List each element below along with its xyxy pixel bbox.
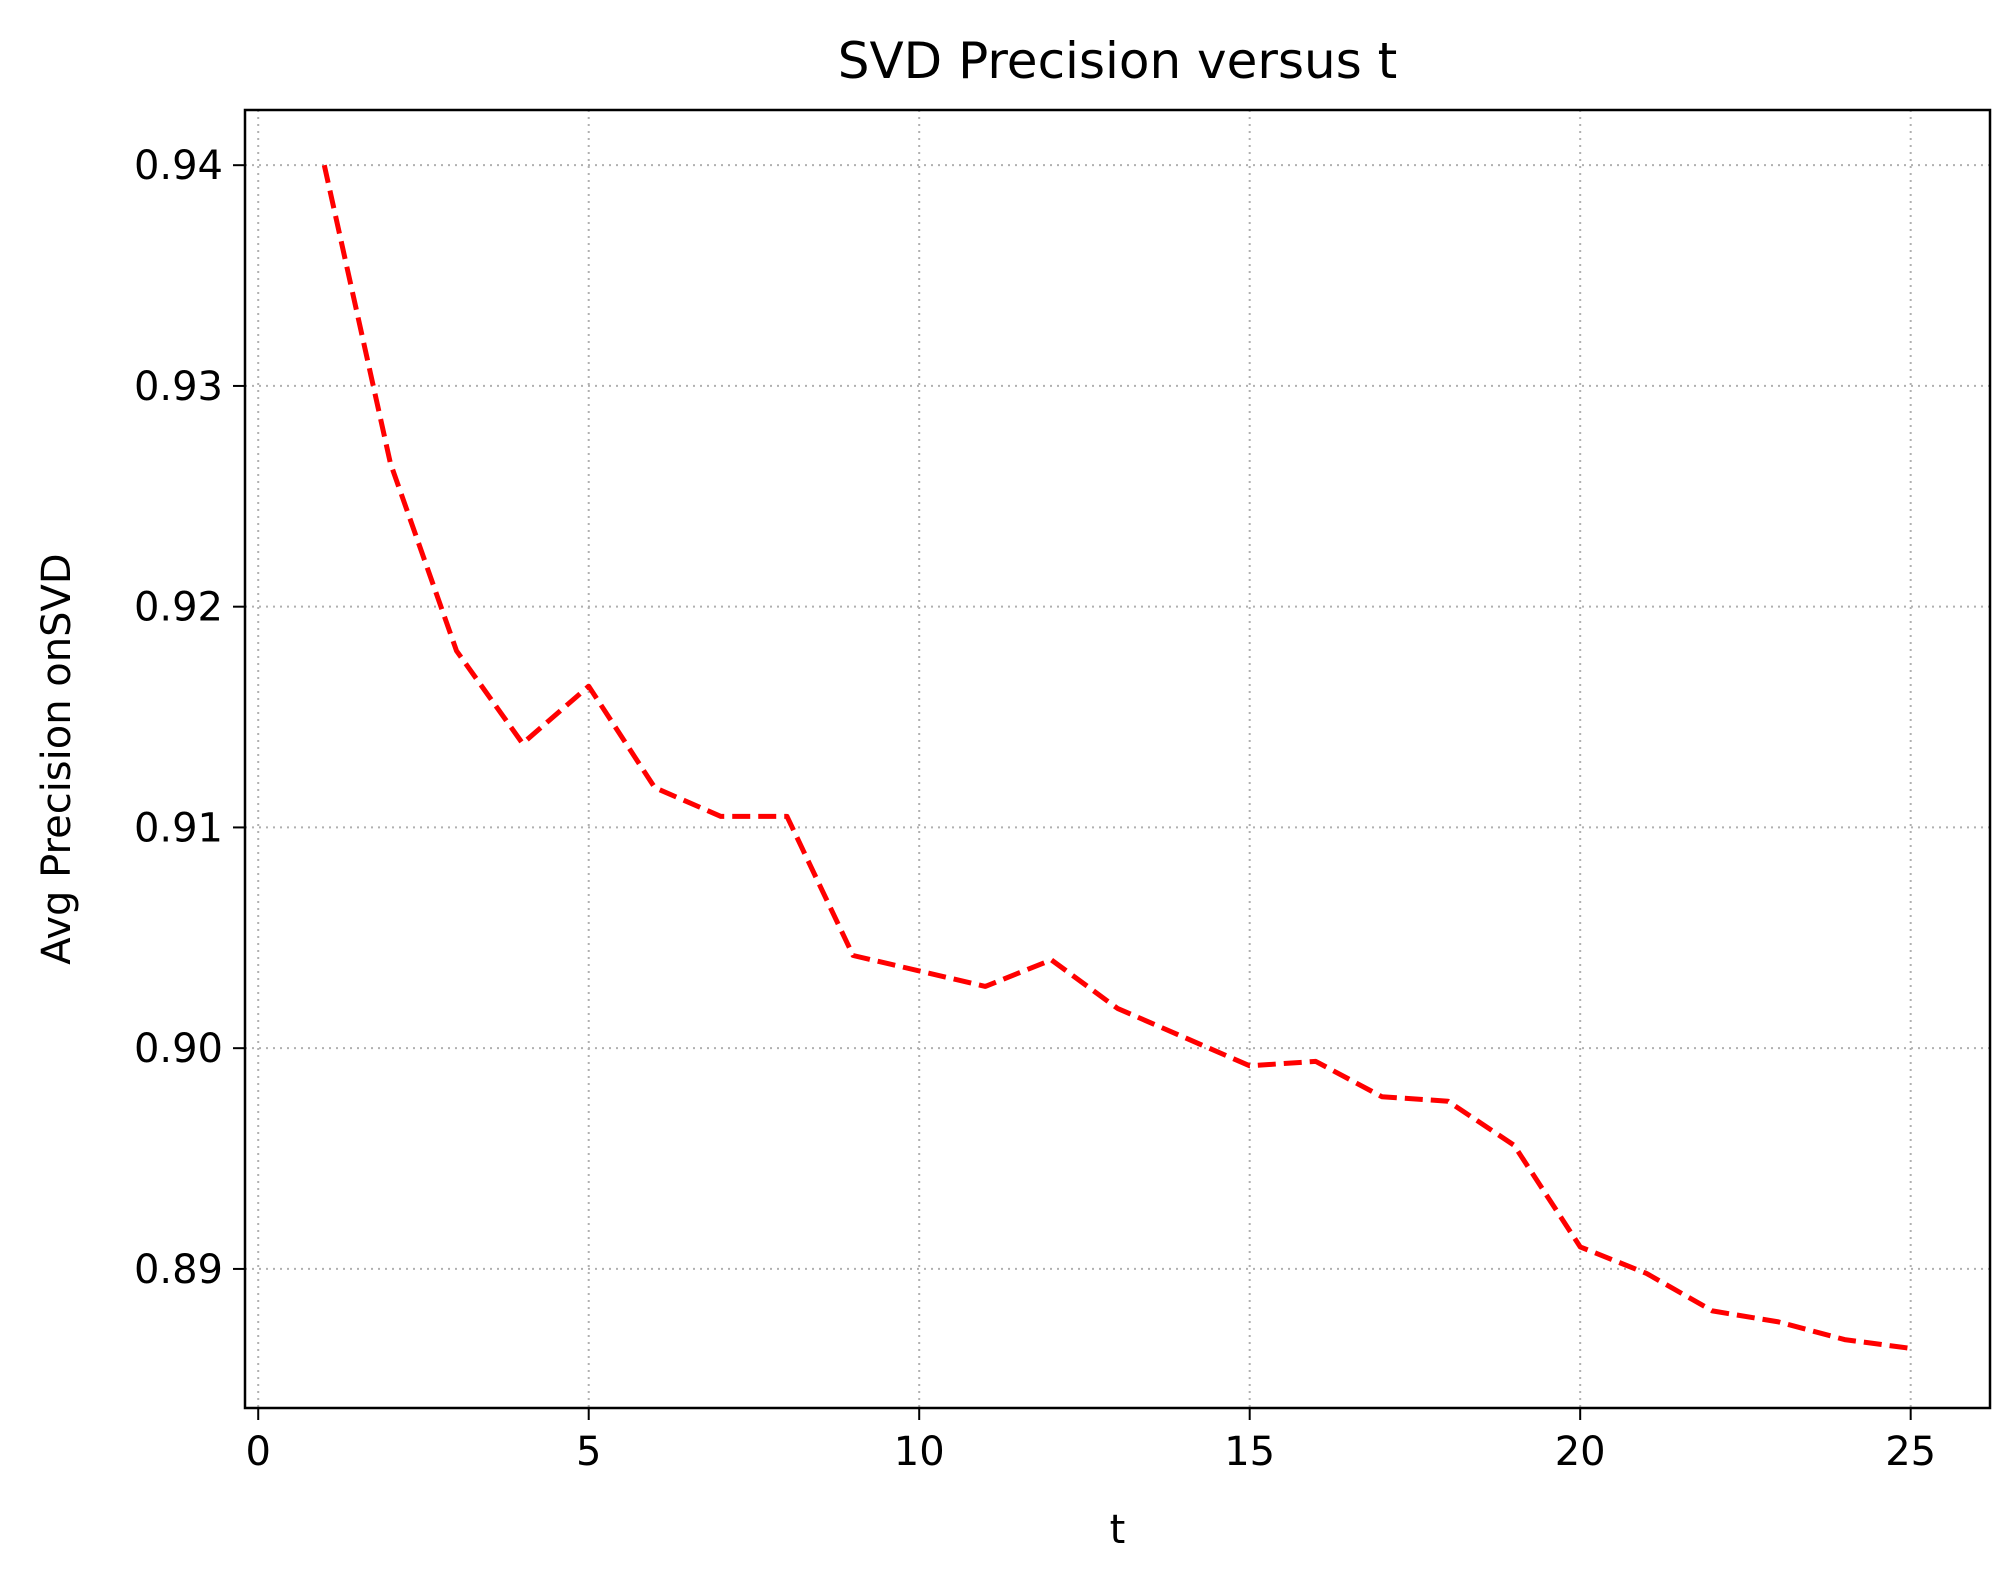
x-tick-label: 15 (1224, 1429, 1275, 1475)
x-tick-label: 25 (1885, 1429, 1936, 1475)
y-tick-label: 0.89 (134, 1247, 223, 1293)
y-axis-label: Avg Precision onSVD (34, 553, 80, 964)
y-tick-label: 0.94 (134, 143, 223, 189)
series-line (321, 164, 1912, 1351)
y-tick-label: 0.90 (134, 1026, 223, 1072)
y-tick-label: 0.93 (134, 364, 223, 410)
ticks: 0 5 10 15 20 25 0.89 0.90 0.91 0.92 0.93 0.94 (134, 143, 1936, 1475)
grid (245, 110, 1990, 1408)
chart-title: SVD Precision versus t (838, 32, 1398, 90)
x-tick-label: 0 (245, 1429, 270, 1475)
x-axis-label: t (1110, 1507, 1126, 1553)
x-tick-label: 20 (1555, 1429, 1606, 1475)
y-tick-label: 0.92 (134, 585, 223, 631)
plot-frame (243, 108, 1992, 1410)
y-tick-label: 0.91 (134, 805, 223, 851)
series-layer (321, 164, 1912, 1351)
x-tick-label: 5 (576, 1429, 601, 1475)
x-tick-label: 10 (894, 1429, 945, 1475)
